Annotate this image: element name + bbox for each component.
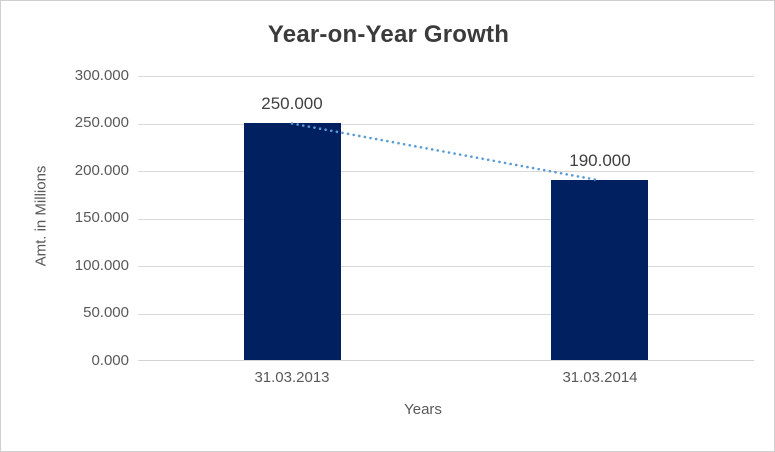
y-tick-label: 300.000 [74, 67, 129, 84]
bar-2014 [551, 179, 648, 360]
gridline [138, 218, 754, 220]
gridline [138, 313, 754, 315]
y-tick-label: 50.000 [83, 304, 129, 321]
gridline [138, 171, 754, 172]
y-tick-label: 0.000 [91, 352, 129, 369]
x-tick-label-2014: 31.03.2014 [562, 369, 638, 386]
x-tick-label-2013: 31.03.2013 [254, 369, 330, 386]
y-tick-label: 150.000 [74, 209, 129, 226]
y-tick-label: 200.000 [74, 162, 129, 179]
chart-title: Year-on-Year Growth [267, 21, 510, 48]
plot-area: 250.000 190.000 [138, 76, 754, 361]
trendline [290, 122, 602, 182]
gridline [138, 123, 754, 125]
x-axis-title: Years [404, 401, 442, 418]
y-tick-label: 250.000 [74, 114, 129, 131]
data-label-2014: 190.000 [569, 151, 631, 170]
data-label-2013: 250.000 [261, 94, 323, 113]
gridline [138, 76, 754, 77]
y-tick-label: 100.000 [74, 257, 129, 274]
gridline [138, 266, 754, 267]
bar-2013 [244, 122, 341, 360]
